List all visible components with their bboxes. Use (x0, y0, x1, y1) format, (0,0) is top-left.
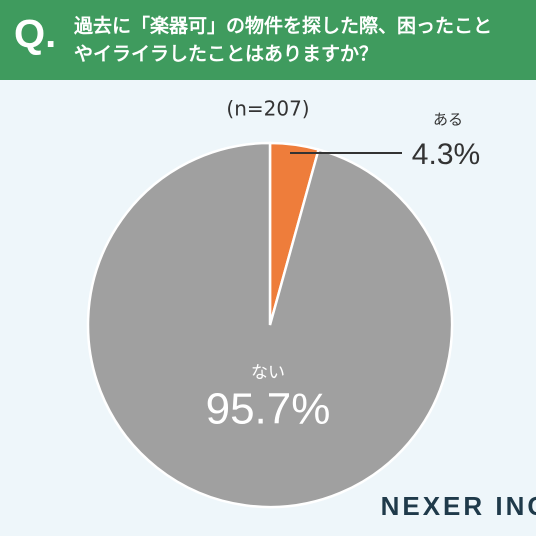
q-mark: Q. (14, 12, 57, 56)
pie-slice (86, 141, 454, 509)
subtitle: (n=207) (226, 97, 309, 121)
category-label: ある (433, 111, 463, 129)
category-label: ない (251, 363, 285, 383)
header: Q. 過去に「楽器可」の物件を探した際、困ったことやイライラしたことはありますか… (0, 0, 536, 80)
value-label: 95.7% (206, 385, 331, 434)
logo: NEXER INC. (381, 491, 536, 521)
chart-title: 過去に「楽器可」の物件を探した際、困ったことやイライラしたことはありますか？ (74, 15, 493, 65)
value-label: 4.3% (412, 138, 480, 171)
